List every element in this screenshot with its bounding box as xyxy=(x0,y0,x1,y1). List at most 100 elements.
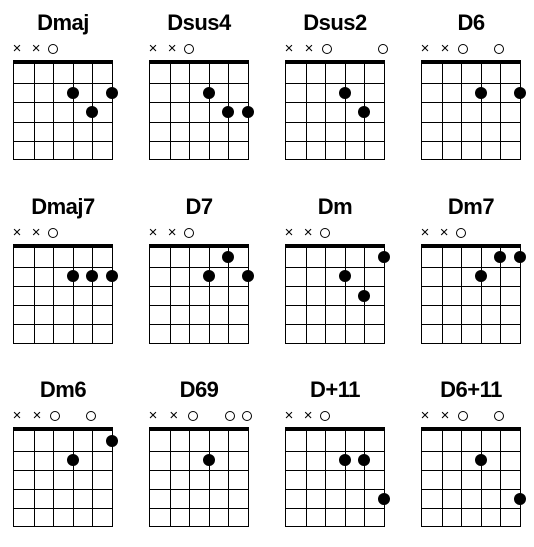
chord-name: Dsus4 xyxy=(167,10,231,36)
mute-marker xyxy=(438,409,452,423)
fretboard xyxy=(13,60,113,160)
string-line xyxy=(461,248,462,343)
fret-line xyxy=(286,141,384,142)
marker-row xyxy=(13,226,113,242)
mute-marker xyxy=(167,409,181,423)
fret-line xyxy=(422,305,520,306)
blank-marker xyxy=(510,409,524,423)
chord-name: D6+11 xyxy=(440,377,502,403)
finger-dot xyxy=(242,106,254,118)
string-line xyxy=(500,431,501,526)
fret-line xyxy=(286,267,384,268)
fret-line xyxy=(286,324,384,325)
blank-marker xyxy=(510,226,524,240)
string-line xyxy=(481,64,482,159)
blank-marker xyxy=(64,42,78,56)
finger-dot xyxy=(86,270,98,282)
chord-cell: D7 xyxy=(140,194,258,354)
fret-line xyxy=(14,305,112,306)
mute-marker xyxy=(437,226,451,240)
finger-dot xyxy=(67,270,79,282)
finger-dot xyxy=(339,454,351,466)
blank-marker xyxy=(338,42,352,56)
finger-dot xyxy=(378,493,390,505)
marker-row xyxy=(421,42,521,58)
open-marker xyxy=(48,44,58,54)
marker-row xyxy=(285,42,385,58)
fret-line xyxy=(150,122,248,123)
finger-dot xyxy=(106,435,118,447)
fretboard xyxy=(421,60,521,160)
mute-marker xyxy=(10,226,24,240)
chord-name: D7 xyxy=(185,194,212,220)
fret-line xyxy=(150,305,248,306)
finger-dot xyxy=(67,87,79,99)
chord-name: Dm xyxy=(318,194,352,220)
blank-marker xyxy=(355,226,369,240)
fret-line xyxy=(422,324,520,325)
finger-dot xyxy=(106,270,118,282)
string-line xyxy=(228,431,229,526)
marker-row xyxy=(149,409,249,425)
blank-marker xyxy=(336,409,350,423)
finger-dot xyxy=(339,87,351,99)
finger-dot xyxy=(358,290,370,302)
marker-row xyxy=(149,42,249,58)
string-line xyxy=(500,64,501,159)
fret-line xyxy=(150,286,248,287)
blank-marker xyxy=(510,42,524,56)
chord-name: Dsus2 xyxy=(303,10,367,36)
open-marker xyxy=(86,411,96,421)
fret-line xyxy=(14,122,112,123)
mute-marker xyxy=(418,226,432,240)
mute-marker xyxy=(301,226,315,240)
finger-dot xyxy=(203,87,215,99)
fret-line xyxy=(286,305,384,306)
chord-chart-page: DmajDsus4Dsus2D6Dmaj7D7DmDm7Dm6D69D+11D6… xyxy=(0,0,534,547)
mute-marker xyxy=(146,409,160,423)
string-line xyxy=(209,248,210,343)
fret-line xyxy=(14,102,112,103)
mute-marker xyxy=(282,226,296,240)
fret-line xyxy=(150,324,248,325)
string-line xyxy=(306,431,307,526)
string-line xyxy=(53,431,54,526)
chord-cell: Dmaj xyxy=(4,10,122,170)
fret-line xyxy=(286,451,384,452)
string-line xyxy=(92,248,93,343)
fretboard xyxy=(13,244,113,344)
chord-name: Dmaj7 xyxy=(31,194,95,220)
fret-line xyxy=(150,83,248,84)
finger-dot xyxy=(67,454,79,466)
fret-line xyxy=(422,267,520,268)
string-line xyxy=(345,431,346,526)
blank-marker xyxy=(336,226,350,240)
blank-marker xyxy=(83,226,97,240)
mute-marker xyxy=(438,42,452,56)
chord-cell: Dm xyxy=(276,194,394,354)
fret-line xyxy=(150,470,248,471)
string-line xyxy=(461,64,462,159)
blank-marker xyxy=(474,42,488,56)
fret-line xyxy=(286,122,384,123)
string-line xyxy=(442,431,443,526)
blank-marker xyxy=(83,42,97,56)
blank-marker xyxy=(219,226,233,240)
fret-line xyxy=(422,102,520,103)
mute-marker xyxy=(10,409,24,423)
open-marker xyxy=(225,411,235,421)
chord-cell: D69 xyxy=(140,377,258,537)
blank-marker xyxy=(200,42,214,56)
fretboard xyxy=(149,427,249,527)
finger-dot xyxy=(106,87,118,99)
mute-marker xyxy=(146,226,160,240)
blank-marker xyxy=(474,409,488,423)
string-line xyxy=(189,431,190,526)
fret-line xyxy=(14,324,112,325)
fretboard xyxy=(421,427,521,527)
blank-marker xyxy=(219,42,233,56)
open-marker xyxy=(322,44,332,54)
open-marker xyxy=(494,411,504,421)
mute-marker xyxy=(165,42,179,56)
blank-marker xyxy=(238,42,252,56)
